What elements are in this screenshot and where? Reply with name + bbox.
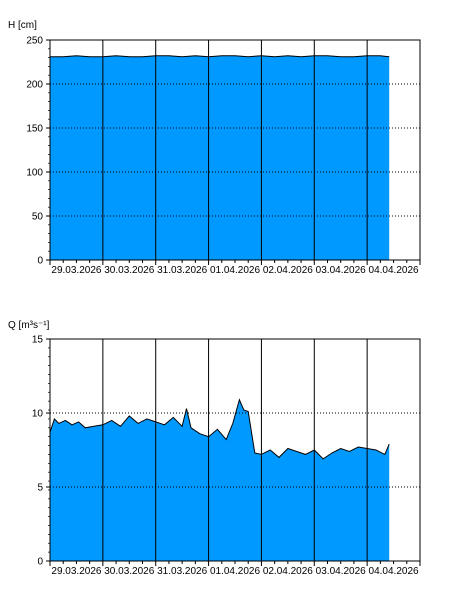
discharge-area-layer <box>49 398 390 561</box>
water-level-y-tick-label: 250 <box>26 36 43 47</box>
discharge-x-tick-label: 01.04.2026 <box>210 566 260 577</box>
discharge-y-ticks: 0 5 10 15 <box>32 335 50 568</box>
water-level-y-label: H [cm] <box>8 20 37 31</box>
discharge-x-tick-label: 31.03.2026 <box>157 566 207 577</box>
water-level-x-tick-label: 03.04.2026 <box>316 265 366 276</box>
discharge-x-tick-label: 02.04.2026 <box>263 566 313 577</box>
water-level-day-lines <box>102 40 368 260</box>
water-level-x-tick-label: 04.04.2026 <box>369 265 419 276</box>
water-level-series-area <box>50 55 390 260</box>
water-level-x-ticks: 29.03.2026 30.03.2026 31.03.2026 01.04.2026… <box>49 260 421 276</box>
discharge-x-ticks: 29.03.2026 30.03.2026 31.03.2026 01.04.2026… <box>49 561 421 577</box>
water-level-y-tick-label: 100 <box>26 168 43 179</box>
discharge-x-tick-label: 04.04.2026 <box>369 566 419 577</box>
discharge-y-tick-label: 10 <box>32 409 44 420</box>
water-level-series-line <box>50 55 390 58</box>
discharge-chart: 0 5 10 15 29.03.2026 30.03.2026 31.03.2026 01.… <box>8 320 421 577</box>
water-level-y-ticks: 0 50 100 150 200 250 <box>26 36 50 267</box>
water-level-y-tick-label: 200 <box>26 80 43 91</box>
water-level-chart: 0 50 100 150 200 250 29.03.2026 30.03.2026 31.0… <box>8 20 421 276</box>
discharge-series-area <box>50 399 390 561</box>
water-level-y-tick-label: 50 <box>32 212 44 223</box>
discharge-day-lines <box>102 339 368 561</box>
discharge-x-tick-label: 30.03.2026 <box>104 566 154 577</box>
water-level-x-tick-label: 29.03.2026 <box>51 265 101 276</box>
discharge-y-tick-label: 5 <box>37 483 43 494</box>
water-level-x-tick-label: 02.04.2026 <box>263 265 313 276</box>
water-level-x-tick-label: 30.03.2026 <box>104 265 154 276</box>
water-level-x-tick-label: 01.04.2026 <box>210 265 260 276</box>
discharge-y-tick-label: 15 <box>32 335 44 346</box>
water-level-y-tick-label: 150 <box>26 124 43 135</box>
discharge-x-tick-label: 03.04.2026 <box>316 566 366 577</box>
discharge-y-label: Q [m³s⁻¹] <box>8 320 50 331</box>
water-level-area-layer <box>50 55 390 260</box>
water-level-x-tick-label: 31.03.2026 <box>157 265 207 276</box>
discharge-series-line <box>49 398 390 460</box>
water-level-y-tick-label: 0 <box>37 256 43 267</box>
discharge-x-tick-label: 29.03.2026 <box>51 566 101 577</box>
discharge-y-tick-label: 0 <box>37 557 43 568</box>
